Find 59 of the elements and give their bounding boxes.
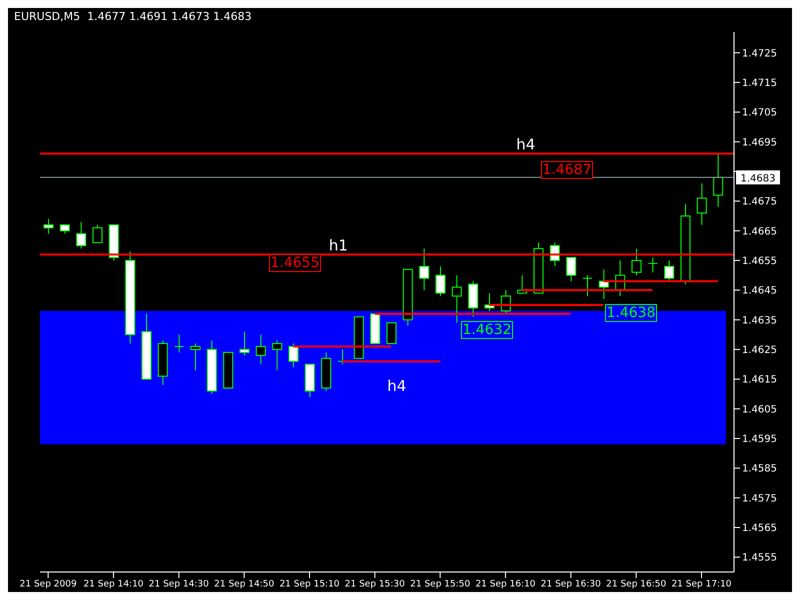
x-tick-label: 21 Sep 17:10 [671,579,732,590]
x-tick-label: 21 Sep 16:10 [475,579,536,590]
x-tick-label: 21 Sep 16:50 [606,579,666,590]
candlestick [598,268,609,300]
candlestick [452,274,462,324]
x-tick-label: 21 Sep 15:30 [344,579,406,590]
y-tick-label: 1.4585 [742,464,777,475]
y-tick-label: 1.4695 [742,137,777,148]
x-tick-label: 21 Sep 15:10 [279,579,340,590]
candlestick [174,334,184,353]
candlestick [272,340,282,371]
candlestick [190,343,200,371]
y-tick-label: 1.4605 [742,404,777,416]
y-tick-label: 1.4555 [742,552,777,564]
candlestick [436,266,446,297]
candlestick [92,224,102,244]
candlestick [386,322,396,344]
candlestick [44,218,54,234]
x-tick-label: 21 Sep 14:10 [83,579,144,590]
candlestick [582,274,592,297]
y-tick-label: 1.4575 [742,493,777,504]
ref-line-label: h1 [328,236,348,255]
y-tick-label: 1.4725 [742,48,777,60]
y-tick-label: 1.4675 [742,196,777,208]
y-tick-label: 1.4665 [742,226,777,238]
candlestick [240,331,250,356]
annotation: 1.4638 [605,304,657,322]
y-tick-label: 1.4615 [742,374,777,386]
candlestick [713,153,724,208]
x-tick-label: 21 Sep 14:30 [148,579,210,590]
chart-title: EURUSD,M5 1.4677 1.4691 1.4673 1.4683 [13,9,253,25]
y-tick-label: 1.4565 [742,523,777,534]
y-tick-label: 1.4705 [742,108,777,119]
candlestick [468,280,478,318]
y-tick-label: 1.4645 [742,286,777,297]
candlestick [632,248,642,276]
ref-line-label: 1.4683 [740,173,776,184]
annotation: 1.4632 [461,321,513,339]
x-tick-label: 21 Sep 16:30 [540,579,602,590]
candlestick [696,182,707,226]
candlestick [566,256,576,282]
y-tick-label: 1.4625 [742,345,777,356]
y-tick-label: 1.4635 [742,315,777,326]
band-label: h4 [387,377,406,396]
candlestick [76,221,86,250]
x-tick-label: 21 Sep 14:50 [214,579,274,590]
annotation: 1.4655 [269,254,321,272]
y-tick-label: 1.4715 [742,78,777,89]
x-tick-label: 21 Sep 15:50 [410,579,470,590]
candlestick [419,248,430,291]
candlestick [648,256,658,273]
annotation: 1.4687 [541,161,593,179]
y-tick-label: 1.4595 [742,434,777,446]
candlestick [256,334,266,365]
candlestick [664,260,674,282]
ref-line-label: h4 [516,136,536,154]
candlestick [288,343,298,368]
y-tick-label: 1.4655 [742,256,777,268]
x-tick-label: 21 Sep 2009 [20,579,77,590]
